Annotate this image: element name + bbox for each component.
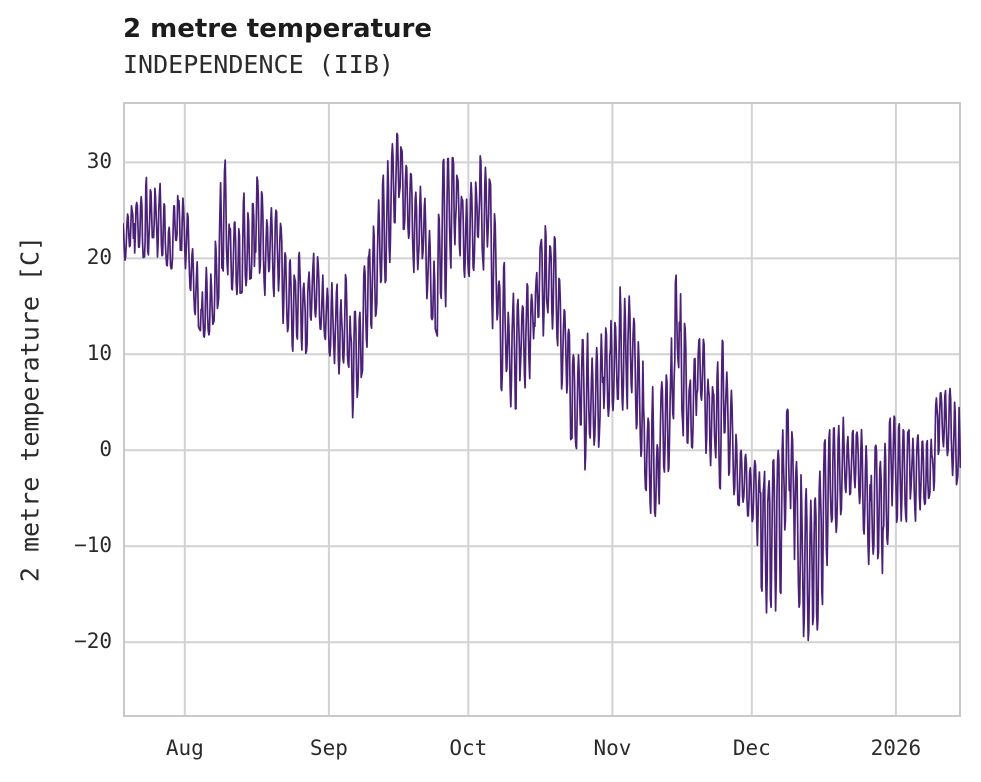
y-tick-label: 0 (99, 437, 112, 462)
x-tick-label: 2026 (870, 736, 922, 760)
temperature-line-chart (122, 102, 962, 717)
chart-subtitle: INDEPENDENCE (IIB) (123, 50, 394, 79)
grid-lines (123, 102, 961, 717)
plot-area (122, 102, 962, 717)
x-tick-label: Sep (309, 736, 348, 760)
chart-title: 2 metre temperature (123, 14, 432, 44)
y-tick-label: 20 (86, 245, 112, 270)
y-tick-label: 10 (86, 341, 112, 366)
x-tick-label: Dec (732, 736, 771, 760)
x-tick-label: Aug (165, 736, 204, 760)
x-tick-label: Oct (449, 736, 488, 760)
y-tick-label: −10 (74, 533, 112, 558)
y-axis-label: 2 metre temperature [C] (15, 235, 45, 583)
plot-border (123, 102, 961, 717)
x-tick-label: Nov (593, 736, 632, 760)
temperature-series-line (122, 132, 962, 642)
y-tick-label: −20 (74, 629, 112, 654)
y-tick-label: 30 (86, 149, 112, 174)
